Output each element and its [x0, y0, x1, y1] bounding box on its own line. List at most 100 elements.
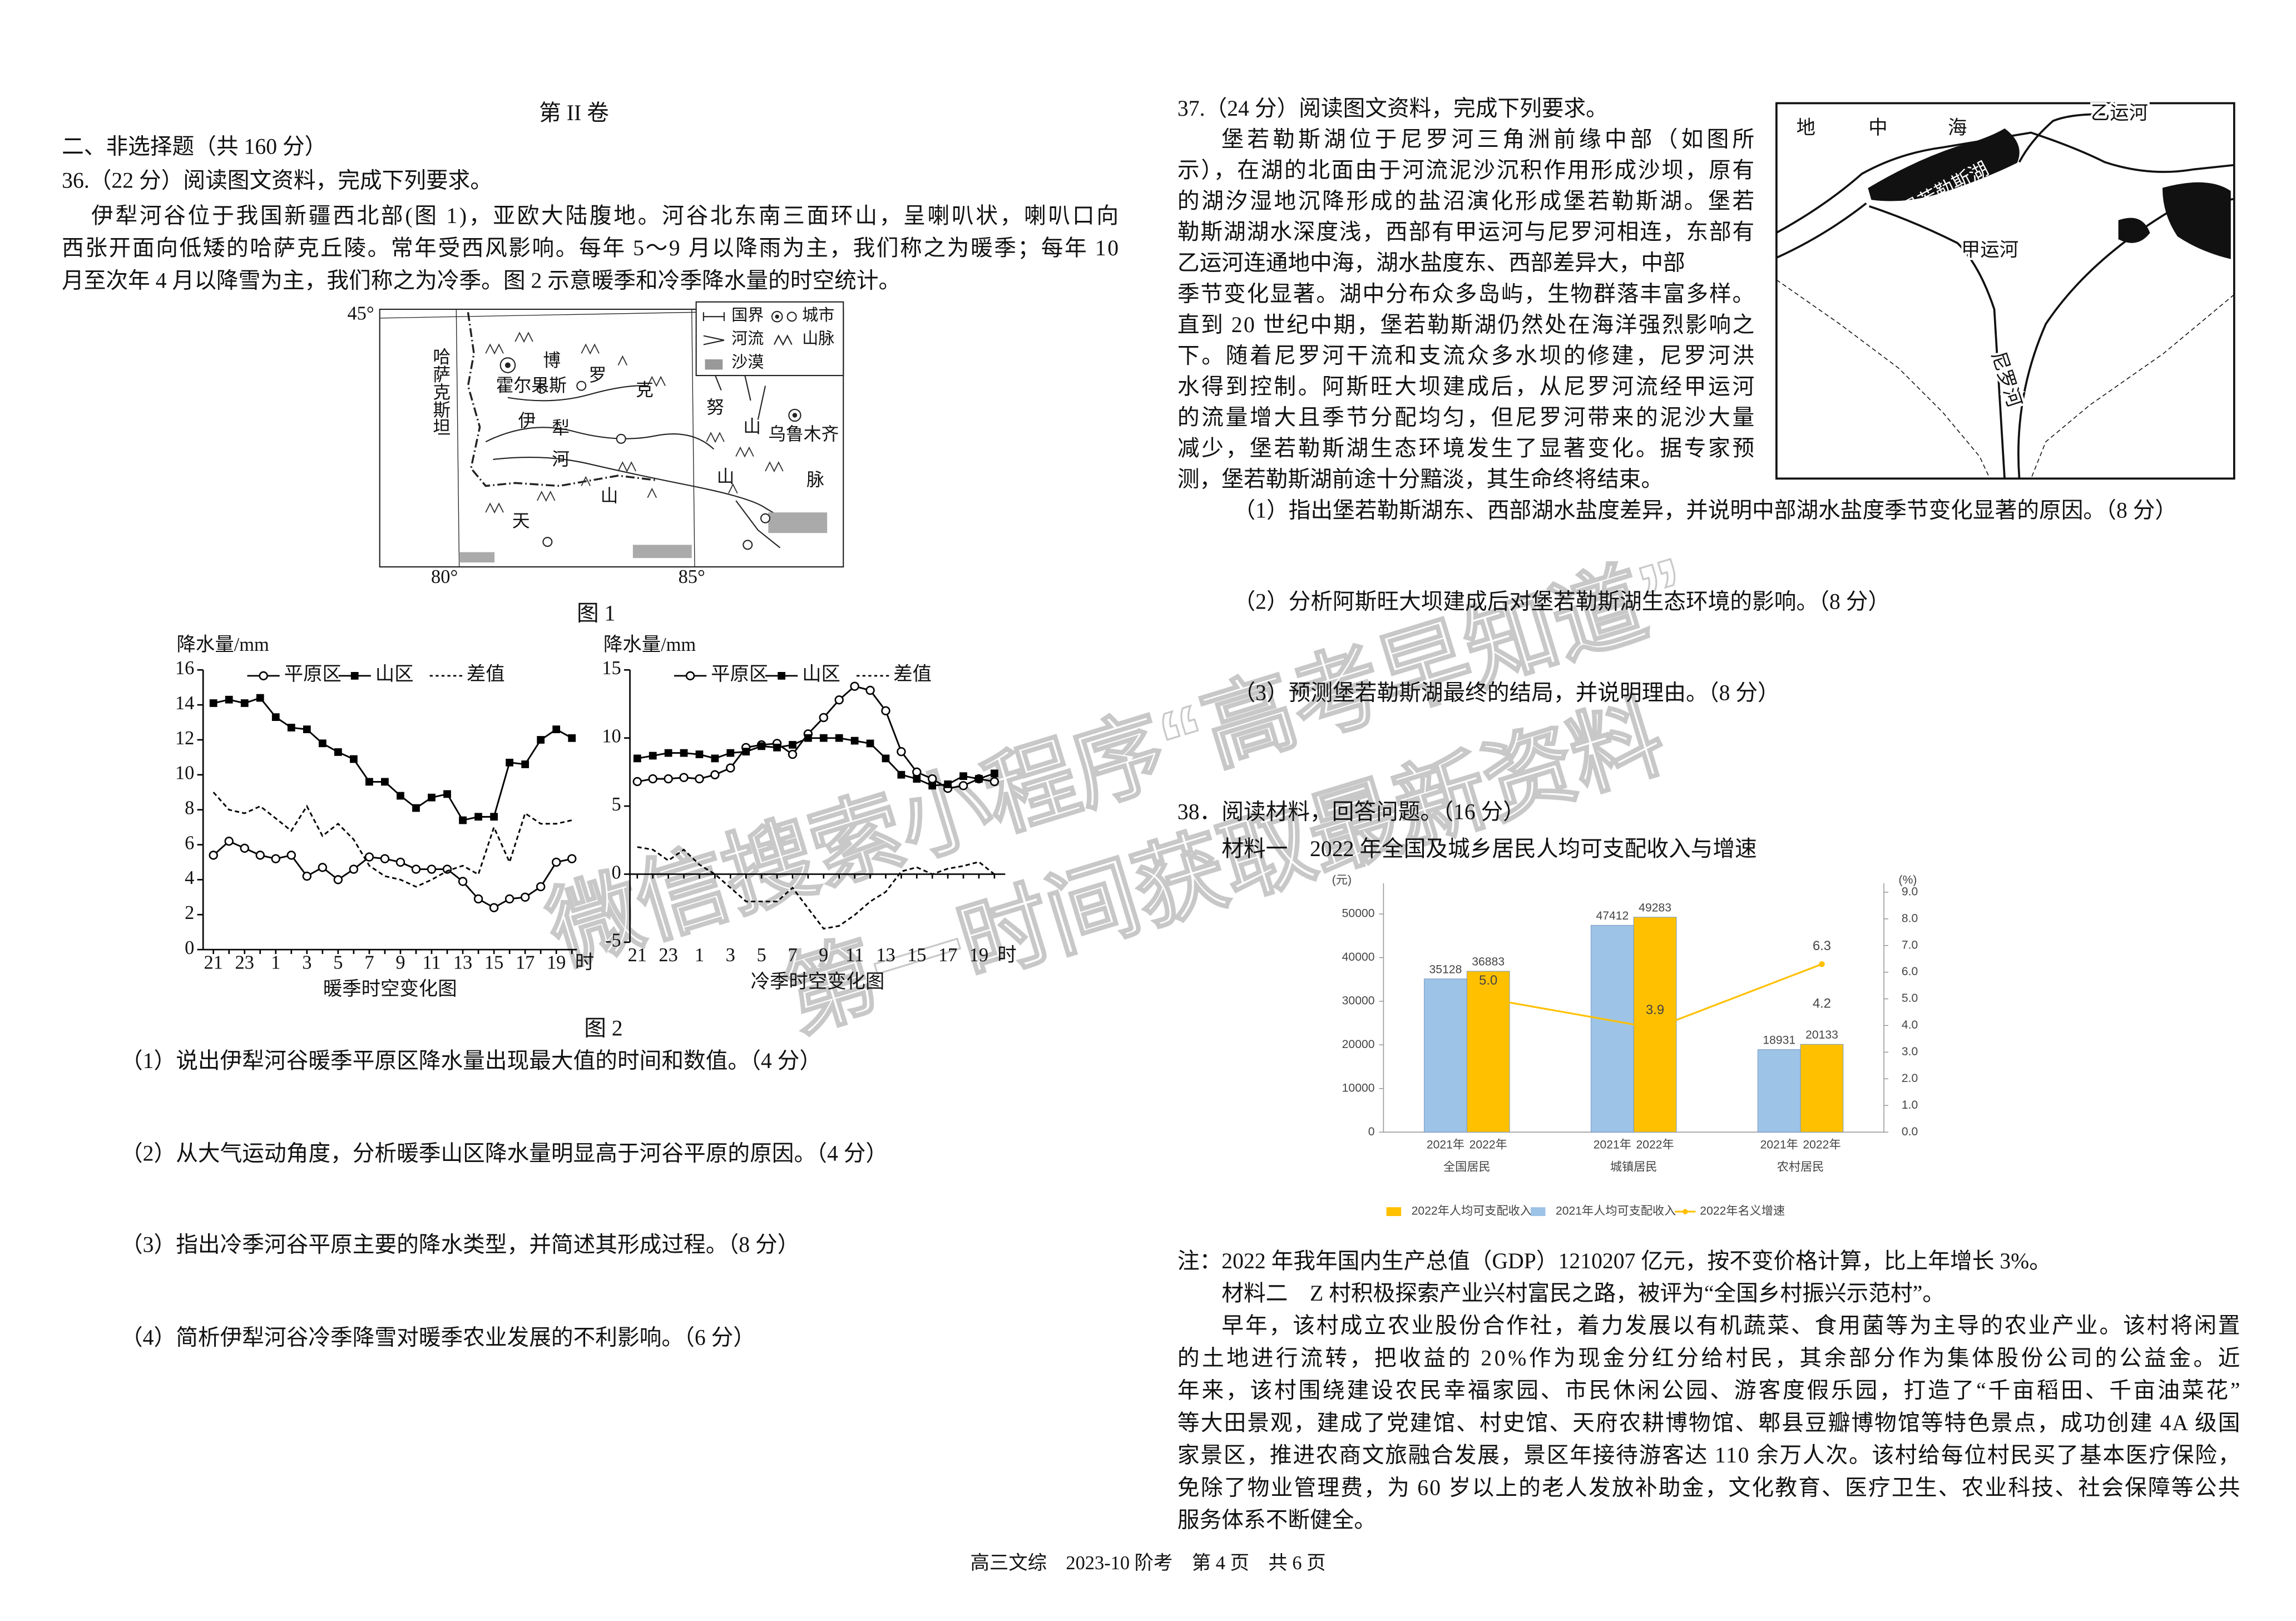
map-label: 中 — [1868, 117, 1887, 139]
x-tick-label: 5 — [333, 952, 343, 973]
legend-marker — [1683, 1209, 1688, 1214]
y2-tick-label: 5.0 — [1902, 992, 1918, 1005]
sub-label: 2021年 — [1760, 1138, 1798, 1151]
data-point — [835, 734, 843, 742]
place-label: 哈萨克斯坦 — [430, 348, 450, 436]
data-point — [928, 774, 937, 784]
sub-question: （3）指出冷季河谷平原主要的降水类型，并简述其形成过程。（8 分） — [121, 1233, 799, 1257]
y-tick-label: 40000 — [1342, 951, 1375, 963]
data-point — [552, 725, 561, 734]
x-tick-label: 13 — [876, 945, 895, 966]
data-point — [255, 851, 265, 860]
y-tick-label: 8 — [185, 798, 194, 819]
bar-value-label: 49283 — [1639, 901, 1671, 914]
data-point — [364, 852, 374, 862]
growth-point — [1652, 1025, 1658, 1031]
data-point — [303, 725, 311, 734]
map-legend-label: 城市 — [802, 306, 834, 324]
data-point — [459, 816, 467, 824]
y-tick-label: 6 — [185, 832, 194, 853]
data-point — [302, 871, 312, 881]
y-tick-label: 5 — [611, 794, 621, 815]
figure-caption: 图 1 — [577, 601, 615, 625]
y2-unit: (%) — [1899, 873, 1917, 886]
x-tick-label: 15 — [484, 952, 503, 973]
data-point — [380, 854, 390, 863]
bar — [1424, 978, 1467, 1133]
y-tick-label: 30000 — [1342, 995, 1375, 1007]
bar — [1466, 971, 1510, 1133]
y-tick-label: 0 — [185, 937, 194, 958]
place-label: 罗 — [588, 365, 606, 385]
data-point — [726, 749, 735, 757]
map-label: 地 — [1797, 117, 1815, 139]
data-point — [286, 851, 296, 860]
paragraph-line: 直到 20 世纪中期，堡若勒斯湖仍然处在海洋强烈影响之 — [1177, 313, 1754, 337]
sub-question: （1）说出伊犁河谷暖季平原区降水量出现最大值的时间和数值。（4 分） — [121, 1049, 822, 1073]
x-tick-label: 9 — [819, 945, 828, 966]
x-tick-label: 17 — [516, 952, 535, 973]
data-point — [537, 736, 545, 744]
sub-label: 2022年 — [1469, 1138, 1507, 1151]
x-tick-label: 1 — [271, 952, 280, 973]
data-point — [866, 739, 874, 748]
data-point — [710, 770, 720, 779]
paragraph-line: 的土地进行流转，把收益的 20%作为现金分红分给村民，其余部分作为集体股份公司的… — [1177, 1346, 2240, 1370]
data-point — [240, 699, 249, 707]
data-point — [804, 734, 812, 742]
question-heading: 37.（24 分）阅读图文资料，完成下列要求。 — [1177, 96, 1608, 121]
y2-tick-label: 2.0 — [1902, 1072, 1918, 1085]
x-axis-title: 冷季时空变化图 — [751, 971, 885, 992]
place-label: 山 — [743, 417, 761, 437]
section-title: 第 II 卷 — [539, 101, 609, 125]
category-label: 全国居民 — [1443, 1160, 1491, 1173]
data-point — [458, 877, 468, 886]
sub-question: （1）指出堡若勒斯湖东、西部湖水盐度差异，并说明中部湖水盐度季节变化显著的原因。… — [1233, 498, 2177, 522]
growth-point — [1819, 961, 1825, 967]
y2-tick-label: 0.0 — [1902, 1125, 1918, 1138]
data-point — [975, 775, 983, 783]
growth-label: 5.0 — [1479, 973, 1497, 988]
y-tick-label: 10000 — [1342, 1081, 1375, 1094]
map-label: 海 — [1948, 117, 1967, 139]
data-point — [209, 851, 218, 860]
data-point — [395, 857, 405, 867]
data-point — [551, 857, 561, 867]
data-point — [536, 882, 546, 892]
bar — [1633, 917, 1677, 1133]
x-tick-label: 13 — [453, 952, 472, 973]
data-point — [928, 782, 937, 790]
y2-tick-label: 3.0 — [1902, 1045, 1918, 1058]
data-point — [632, 777, 642, 787]
x-tick-label: 11 — [422, 952, 441, 973]
paragraph-line: 免除了物业管理费，为 60 岁以上的老人发放补助金，文化教育、医疗卫生、农业科技… — [1177, 1475, 2240, 1500]
paragraph-line: 堡若勒斯湖位于尼罗河三角洲前缘中部（如图所 — [1221, 127, 1754, 151]
legend-label: 2022年名义增速 — [1700, 1204, 1785, 1218]
lon-label: 85° — [679, 566, 705, 587]
data-point — [474, 813, 482, 821]
paragraph-line: 示），在湖的北面由于河流泥沙沉积作用形成沙坝，原有 — [1177, 158, 1754, 182]
data-point — [443, 790, 451, 798]
place-label: 天 — [512, 511, 530, 531]
data-point — [224, 837, 234, 846]
y2-tick-label: 1.0 — [1902, 1099, 1918, 1111]
bar-value-label: 20133 — [1805, 1029, 1838, 1041]
legend-label: 山区 — [375, 664, 414, 685]
legend-label: 山区 — [802, 664, 840, 685]
data-point — [225, 695, 233, 704]
y-tick-label: 10 — [175, 763, 194, 784]
legend-marker — [685, 671, 695, 681]
x-tick-label: 23 — [235, 952, 254, 973]
sub-question: （2）分析阿斯旺大坝建成后对堡若勒斯湖生态环境的影响。（8 分） — [1233, 589, 1890, 614]
data-point — [865, 685, 875, 695]
place-label: 犁 — [552, 418, 570, 438]
data-point — [521, 760, 530, 768]
data-point — [365, 778, 373, 786]
data-point — [881, 706, 890, 715]
data-point — [397, 792, 404, 800]
data-point — [271, 854, 280, 863]
y-tick-label: 12 — [175, 728, 194, 749]
